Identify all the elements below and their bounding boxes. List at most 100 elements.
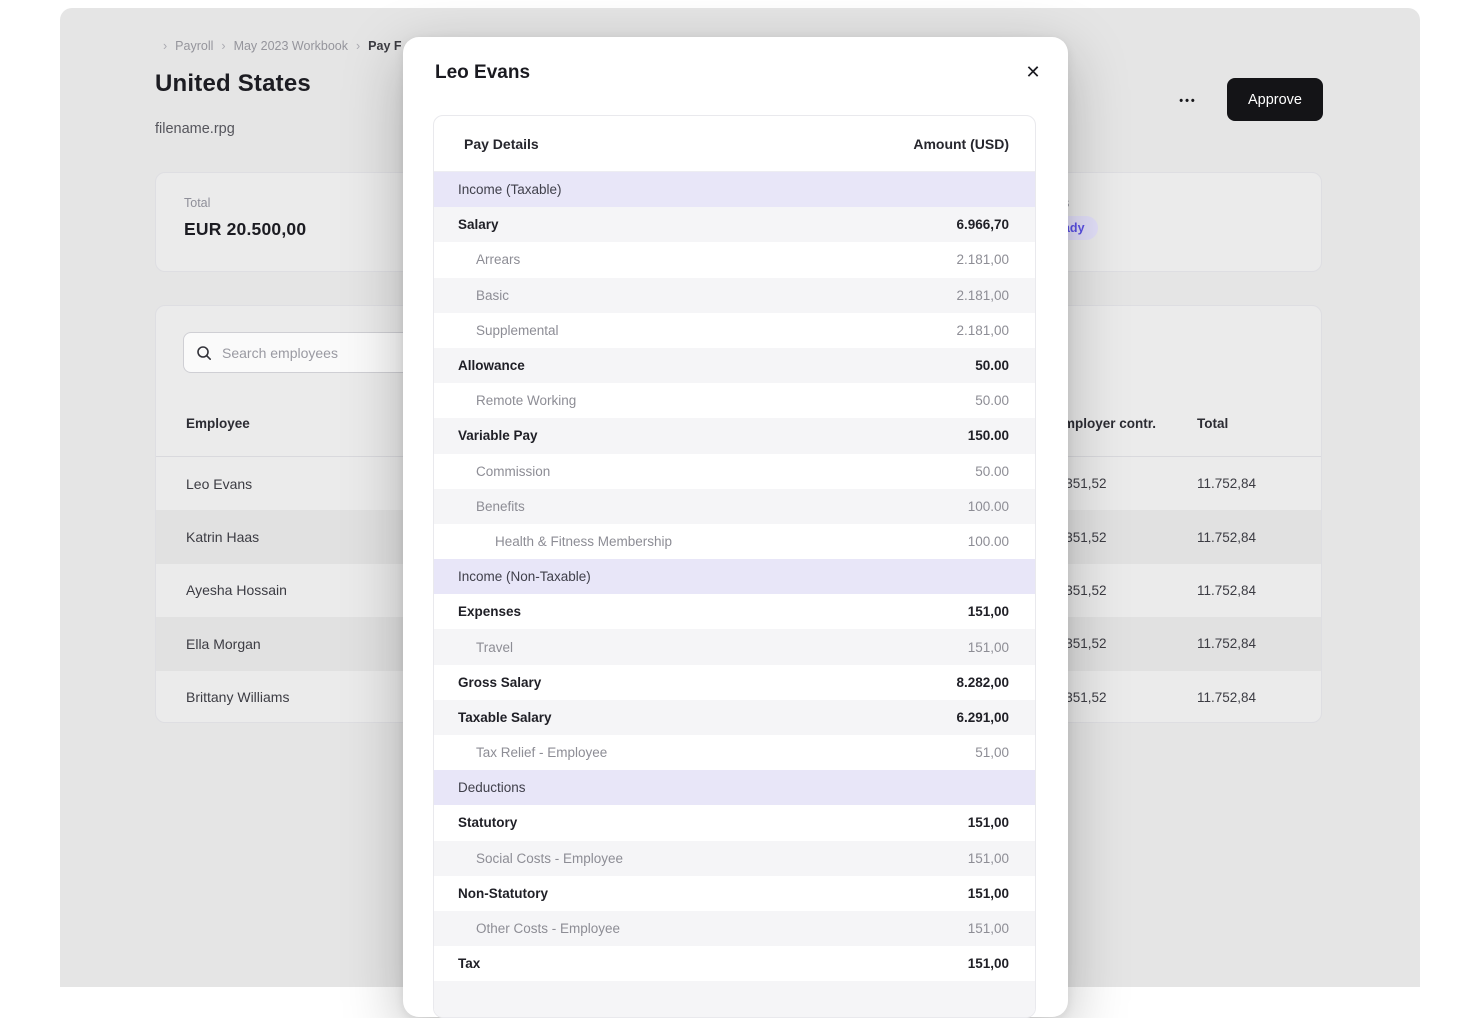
pay-item-amount: 100.00	[967, 498, 1009, 514]
pay-item-amount: 6.291,00	[956, 709, 1009, 725]
total-value: 11.752,84	[1197, 636, 1257, 652]
employee-table-header: Employee Employer contr. Total	[156, 416, 1321, 456]
employee-name: Leo Evans	[186, 475, 253, 492]
pay-row: Deductions	[434, 770, 1035, 806]
pay-details-table: Pay Details Amount (USD) Income (Taxable…	[433, 115, 1036, 1018]
pay-row: Tax Relief - Employee 51,00	[434, 735, 1035, 770]
breadcrumb: PayrollMay 2023 WorkbookPay F	[155, 39, 401, 53]
pay-row: Taxable Salary 6.291,00	[434, 699, 1035, 735]
pay-item-label: Deductions	[458, 780, 526, 796]
pay-row: Non-Statutory 151,00	[434, 876, 1035, 911]
pay-item-amount: 2.181,00	[956, 252, 1009, 268]
column-total: Total	[1197, 416, 1229, 431]
pay-item-amount: 51,00	[975, 745, 1009, 761]
pay-row: Basic 2.181,00	[434, 277, 1035, 313]
pay-item-label: Statutory	[458, 815, 518, 831]
pay-item-amount: 151,00	[967, 956, 1009, 972]
pay-item-amount: 8.282,00	[956, 674, 1009, 690]
pay-item-amount: 50.00	[975, 463, 1009, 479]
breadcrumb-item[interactable]: Pay F	[348, 39, 401, 53]
column-employer-contr: Employer contr.	[1054, 416, 1157, 431]
pay-item-amount: 151,00	[967, 639, 1009, 655]
pay-item-label: Supplemental	[476, 322, 559, 338]
pay-table-header: Pay Details Amount (USD)	[434, 116, 1035, 172]
column-employee: Employee	[186, 416, 250, 431]
breadcrumb-item[interactable]: Payroll	[155, 39, 213, 53]
pay-item-amount: 50.00	[975, 393, 1009, 409]
pay-row: Expenses 151,00	[434, 594, 1035, 629]
pay-item-amount: 2.181,00	[956, 322, 1009, 338]
pay-item-label: Allowance	[458, 358, 525, 374]
pay-details-column: Pay Details	[464, 135, 539, 152]
pay-row: Statutory 151,00	[434, 805, 1035, 840]
search-icon	[197, 345, 211, 360]
approve-button[interactable]: Approve	[1227, 78, 1323, 121]
close-icon[interactable]: ✕	[1017, 56, 1049, 88]
pay-item-amount: 6.966,70	[956, 217, 1009, 233]
pay-row: Salary 6.966,70	[434, 207, 1035, 243]
pay-table-body: Income (Taxable) Salary 6.966,70 Arrears…	[434, 172, 1035, 1017]
total-value: 11.752,84	[1197, 529, 1257, 545]
pay-row: Income (Non-Taxable)	[434, 559, 1035, 595]
pay-item-label: Other Costs - Employee	[476, 921, 621, 937]
modal-title: Leo Evans	[435, 62, 531, 83]
total-stat: Total EUR 20.500,00	[184, 196, 306, 240]
more-actions-button[interactable]: •••	[1168, 86, 1208, 116]
pay-item-label: Benefits	[476, 498, 525, 514]
pay-item-label: Tax	[458, 956, 481, 972]
pay-item-label: Salary	[458, 217, 499, 233]
pay-details-modal: Leo Evans ✕ Pay Details Amount (USD) Inc…	[403, 37, 1068, 1018]
pay-item-label: Expenses	[458, 604, 522, 620]
pay-item-label: Health & Fitness Membership	[495, 533, 673, 549]
pay-item-amount: 151,00	[967, 850, 1009, 866]
pay-row: Tax 151,00	[434, 946, 1035, 981]
pay-row: Allowance 50.00	[434, 347, 1035, 384]
pay-item-label: Variable Pay	[458, 428, 538, 444]
pay-row: Commission 50.00	[434, 454, 1035, 489]
pay-item-label: Remote Working	[476, 393, 577, 409]
pay-item-label: Commission	[476, 463, 551, 479]
total-value: 11.752,84	[1197, 476, 1257, 492]
page-title: United States	[155, 70, 311, 97]
pay-item-amount: 100.00	[967, 533, 1009, 549]
pay-item-label: Gross Salary	[458, 674, 542, 690]
breadcrumb-item[interactable]: May 2023 Workbook	[213, 39, 348, 53]
pay-item-label: Arrears	[476, 252, 521, 268]
pay-row: Health & Fitness Membership 100.00	[434, 524, 1035, 559]
employee-name: Ella Morgan	[186, 635, 261, 652]
pay-row: Gross Salary 8.282,00	[434, 665, 1035, 700]
pay-item-amount: 151,00	[967, 815, 1009, 831]
total-value: 11.752,84	[1197, 689, 1257, 705]
pay-item-label: Taxable Salary	[458, 709, 552, 725]
pay-row: Supplemental 2.181,00	[434, 313, 1035, 348]
pay-item-amount: 150.00	[967, 428, 1009, 444]
total-value: EUR 20.500,00	[184, 219, 307, 239]
pay-item-label: Social Costs - Employee	[476, 850, 624, 866]
pay-row: Remote Working 50.00	[434, 383, 1035, 418]
pay-item-label: Non-Statutory	[458, 885, 548, 901]
pay-item-label: Income (Taxable)	[458, 182, 562, 198]
employee-name: Ayesha Hossain	[186, 582, 287, 599]
pay-row: Arrears 2.181,00	[434, 242, 1035, 277]
employee-name: Brittany Williams	[186, 689, 290, 706]
total-value: 11.752,84	[1197, 582, 1257, 598]
pay-row: Other Costs - Employee 151,00	[434, 910, 1035, 947]
pay-item-amount: 151,00	[967, 885, 1009, 901]
pay-row: Social Costs - Employee 151,00	[434, 840, 1035, 876]
pay-row: Variable Pay 150.00	[434, 418, 1035, 454]
pay-item-label: Travel	[476, 639, 514, 655]
employee-name: Katrin Haas	[186, 529, 260, 546]
file-name: filename.rpg	[155, 121, 235, 137]
pay-row: Benefits 100.00	[434, 488, 1035, 524]
pay-row: Income (Taxable)	[434, 172, 1035, 208]
pay-row: Travel 151,00	[434, 629, 1035, 665]
pay-item-amount: 151,00	[967, 921, 1009, 937]
pay-item-amount: 151,00	[967, 604, 1009, 620]
pay-item-label: Income (Non-Taxable)	[458, 569, 591, 585]
amount-column: Amount (USD)	[913, 135, 1009, 152]
total-label: Total	[184, 196, 211, 210]
pay-item-label: Basic	[476, 287, 510, 303]
pay-item-label: Tax Relief - Employee	[476, 745, 608, 761]
pay-item-amount: 50.00	[975, 358, 1009, 374]
pay-item-amount: 2.181,00	[956, 287, 1009, 303]
